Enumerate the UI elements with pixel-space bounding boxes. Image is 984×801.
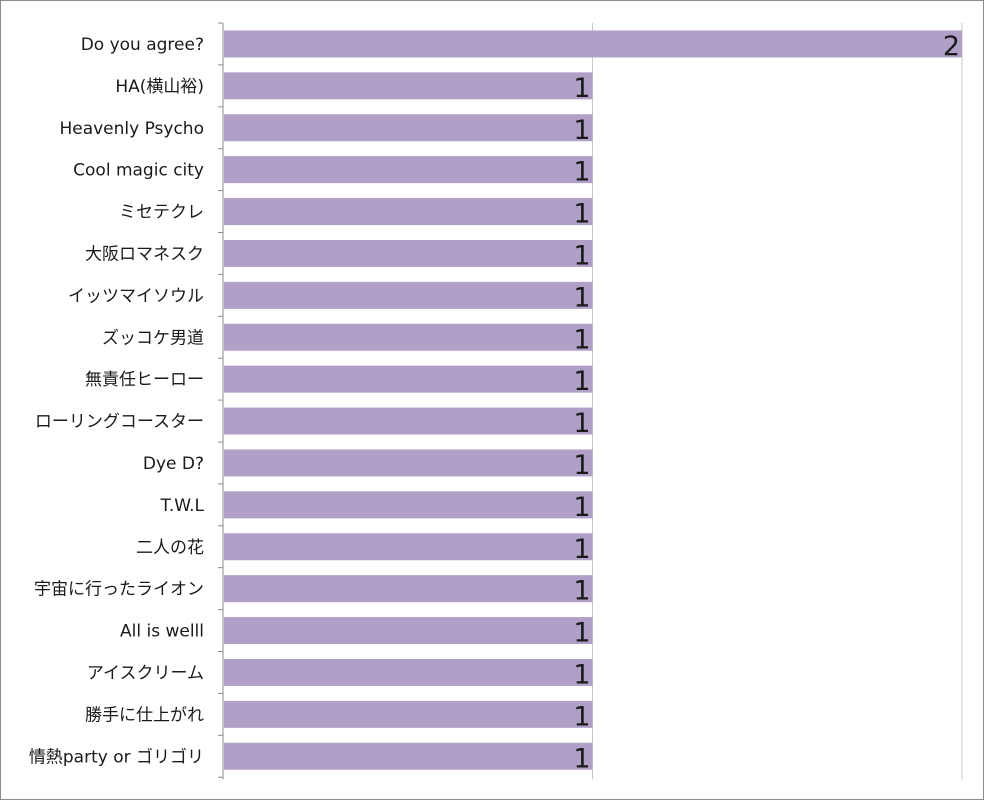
data-label: 1 — [573, 534, 590, 565]
category-label: Do you agree? — [81, 35, 204, 55]
category-label: アイスクリーム — [87, 663, 204, 683]
category-label: 二人の花 — [136, 538, 204, 558]
data-label: 1 — [573, 324, 590, 355]
bar — [224, 407, 593, 435]
bar — [224, 617, 593, 645]
bar — [224, 365, 593, 393]
category-label: 勝手に仕上がれ — [85, 705, 204, 725]
data-label: 1 — [573, 199, 590, 230]
category-label: HA(横山裕) — [115, 77, 204, 97]
category-label: Heavenly Psycho — [59, 119, 204, 139]
data-label: 1 — [573, 450, 590, 481]
bar — [224, 658, 593, 686]
data-label: 1 — [573, 157, 590, 188]
data-label: 2 — [943, 31, 960, 62]
category-label: ローリングコースター — [35, 412, 204, 432]
data-label: 1 — [573, 618, 590, 649]
bar — [224, 156, 593, 184]
data-label: 1 — [573, 743, 590, 774]
category-label: ミセテクレ — [119, 203, 204, 223]
category-label: 情熱party or ゴリゴリ — [29, 746, 204, 767]
data-label: 1 — [573, 659, 590, 690]
data-label: 1 — [573, 366, 590, 397]
data-label: 1 — [573, 492, 590, 523]
bar — [224, 30, 962, 58]
bar — [224, 533, 593, 561]
data-label: 1 — [573, 282, 590, 313]
category-label: ズッコケ男道 — [102, 328, 204, 348]
bar — [224, 700, 593, 728]
bar — [224, 114, 593, 142]
category-label: 無責任ヒーロー — [85, 370, 204, 390]
bar — [224, 281, 593, 309]
data-label: 1 — [573, 576, 590, 607]
category-label: All is welll — [120, 622, 204, 642]
category-label: 宇宙に行ったライオン — [34, 580, 204, 600]
bar — [224, 239, 593, 267]
category-label: T.W.L — [159, 496, 204, 516]
bar — [224, 449, 593, 477]
bar — [224, 323, 593, 351]
category-label: イッツマイソウル — [68, 286, 204, 306]
data-label: 1 — [573, 408, 590, 439]
bar — [224, 72, 593, 100]
bar — [224, 742, 593, 770]
data-label: 1 — [573, 73, 590, 104]
data-label: 1 — [573, 115, 590, 146]
bar — [224, 575, 593, 603]
bar — [224, 198, 593, 226]
bar — [224, 491, 593, 519]
data-label: 1 — [573, 701, 590, 732]
category-label: Dye D? — [143, 454, 204, 474]
category-label: 大阪ロマネスク — [85, 244, 204, 264]
category-label: Cool magic city — [73, 161, 204, 181]
data-label: 1 — [573, 240, 590, 271]
